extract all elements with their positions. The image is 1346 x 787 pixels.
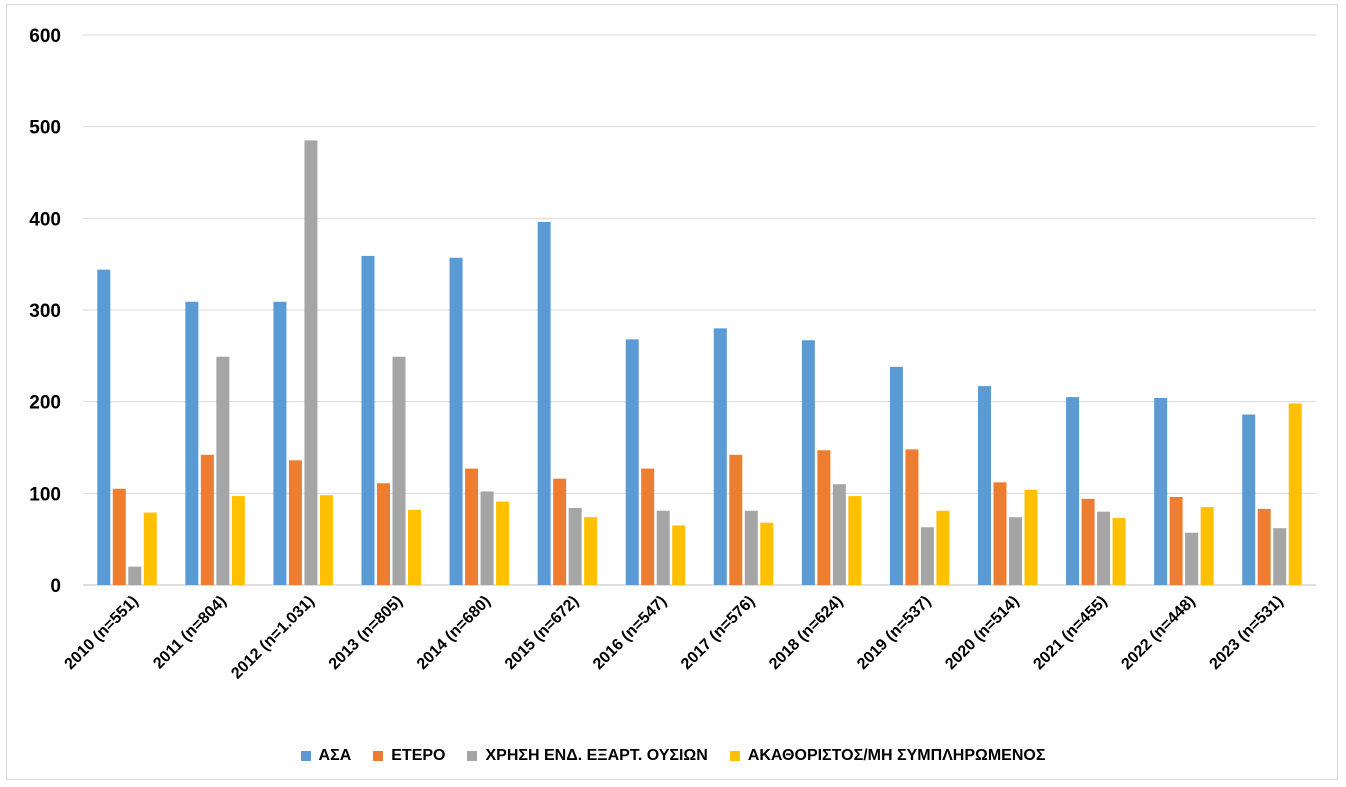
- bar: [1024, 489, 1038, 585]
- bar: [936, 510, 950, 585]
- bar: [319, 495, 333, 585]
- bar: [905, 449, 919, 585]
- legend-item: ΕΤΕΡΟ: [373, 747, 445, 765]
- x-tick-label: 2013 (n=805): [326, 593, 406, 673]
- bar: [553, 478, 567, 585]
- bar: [656, 510, 670, 585]
- x-tick-label: 2010 (n=551): [62, 593, 142, 673]
- bar: [231, 496, 245, 585]
- bar: [449, 257, 463, 585]
- bar: [1066, 397, 1080, 585]
- x-tick-label: 2018 (n=624): [766, 593, 846, 673]
- legend-swatch: [467, 751, 478, 761]
- x-tick-label: 2012 (n=1.031): [228, 593, 318, 683]
- bar: [112, 488, 126, 585]
- bar: [1081, 498, 1095, 585]
- bar: [465, 468, 479, 585]
- bar: [408, 509, 421, 585]
- legend-swatch: [373, 751, 384, 761]
- bar: [200, 454, 214, 585]
- x-tick-label: 2011 (n=804): [150, 593, 230, 673]
- bar: [978, 386, 991, 585]
- bar: [392, 356, 406, 585]
- legend-label: ΕΤΕΡΟ: [391, 747, 446, 764]
- bar: [216, 356, 230, 585]
- bar: [832, 484, 846, 585]
- bar: [584, 517, 598, 585]
- y-tick-label: 0: [50, 576, 61, 597]
- bar: [496, 501, 510, 585]
- x-axis-ticks: 2010 (n=551) 2011 (n=804)2012 (n=1.031) 20…: [62, 593, 1287, 683]
- bar: [920, 527, 934, 585]
- bar: [672, 525, 686, 585]
- x-tick-label: 2017 (n=576): [678, 593, 758, 673]
- bar: [744, 510, 758, 585]
- x-tick-label: 2022 (n=448): [1118, 593, 1198, 673]
- legend-swatch: [729, 751, 740, 761]
- bar: [377, 483, 390, 585]
- bar: [361, 255, 375, 585]
- y-tick-label: 500: [29, 118, 61, 139]
- legend-label: ΑΣΑ: [318, 747, 352, 764]
- y-tick-label: 100: [29, 484, 61, 505]
- bar: [1200, 507, 1214, 585]
- bar: [848, 496, 862, 585]
- bar: [537, 222, 551, 585]
- y-tick-label: 200: [29, 393, 61, 414]
- bar: [1288, 403, 1302, 585]
- x-tick-label: 2015 (n=672): [502, 593, 582, 673]
- x-tick-label: 2021 (n=455): [1030, 593, 1110, 673]
- x-tick-label: 2023 (n=531): [1207, 593, 1287, 673]
- legend-item: ΑΣΑ: [300, 747, 352, 765]
- legend-label: ΧΡΗΣΗ ΕΝΔ. ΕΞΑΡΤ. ΟΥΣΙΩΝ: [485, 747, 708, 764]
- bar: [993, 482, 1007, 585]
- legend-item: ΧΡΗΣΗ ΕΝΔ. ΕΞΑΡΤ. ΟΥΣΙΩΝ: [467, 747, 708, 765]
- y-tick-label: 300: [29, 301, 61, 322]
- y-tick-label: 600: [29, 26, 61, 47]
- legend-label: ΑΚΑΘΟΡΙΣΤΟΣ/ΜΗ ΣΥΜΠΛΗΡΩΜΕΝΟΣ: [747, 747, 1046, 764]
- bar: [143, 512, 157, 585]
- bar: [568, 508, 582, 585]
- bar: [1009, 517, 1022, 585]
- bar: [625, 339, 639, 585]
- y-axis-ticks: 0 100 200 300 400 500 600: [29, 26, 61, 597]
- bars: [97, 140, 1302, 585]
- x-tick-label: 2014 (n=680): [414, 593, 494, 673]
- bar: [1273, 528, 1287, 585]
- bar: [128, 566, 142, 585]
- x-tick-label: 2020 (n=514): [942, 593, 1022, 673]
- bar: [713, 328, 727, 585]
- bar: [1242, 414, 1256, 585]
- bar: [304, 140, 318, 585]
- bar: [273, 301, 287, 585]
- bar: [480, 491, 494, 585]
- legend-item: ΑΚΑΘΟΡΙΣΤΟΣ/ΜΗ ΣΥΜΠΛΗΡΩΜΕΝΟΣ: [729, 747, 1046, 765]
- legend-swatch: [300, 751, 311, 761]
- legend: ΑΣΑ ΕΤΕΡΟ ΧΡΗΣΗ ΕΝΔ. ΕΞΑΡΤ. ΟΥΣΙΩΝ ΑΚΑΘΟΡΙΣ…: [0, 744, 1346, 768]
- bar: [185, 301, 199, 585]
- bar: [288, 460, 302, 585]
- bar: [97, 269, 111, 585]
- gridlines: [83, 34, 1316, 586]
- bar: [1257, 508, 1271, 585]
- x-tick-label: 2019 (n=537): [854, 593, 934, 673]
- bar: [641, 468, 655, 585]
- bar: [1185, 532, 1199, 585]
- bar: [1097, 511, 1111, 585]
- bar: [1112, 518, 1126, 585]
- x-tick-label: 2016 (n=547): [590, 593, 670, 673]
- bar: [801, 340, 815, 585]
- bar: [729, 454, 743, 585]
- bar: [889, 366, 903, 585]
- bar: [1154, 398, 1168, 585]
- bar: [817, 450, 831, 585]
- y-tick-label: 400: [29, 209, 61, 230]
- bar: [760, 522, 774, 585]
- bar: [1169, 497, 1183, 585]
